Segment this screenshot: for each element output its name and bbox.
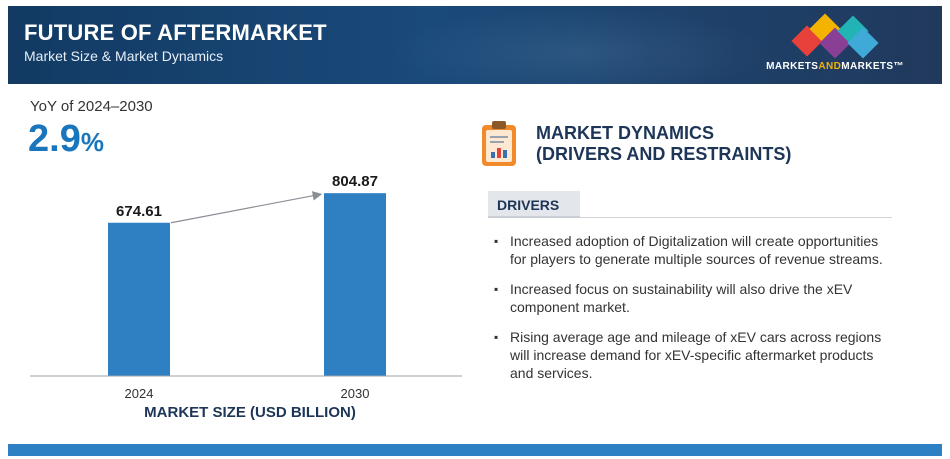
x-axis-label: MARKET SIZE (USD BILLION) [144, 404, 356, 421]
brand-word-and: AND [818, 61, 842, 72]
bar-2030 [324, 193, 386, 376]
header-banner: FUTURE OF AFTERMARKET Market Size & Mark… [8, 6, 942, 84]
data-label-2030: 804.87 [332, 173, 378, 190]
logo-mark-icon [790, 13, 880, 59]
page-title: FUTURE OF AFTERMARKET [24, 20, 327, 45]
list-item: ▪ Rising average age and mileage of xEV c… [492, 328, 892, 382]
brand-word-markets: MARKETS [766, 61, 819, 72]
yoy-label: YoY of 2024–2030 [30, 98, 153, 115]
brand-word-markets-tm: MARKETS™ [841, 61, 904, 72]
bullet-icon: ▪ [494, 330, 499, 344]
tick-label-2030: 2030 [341, 386, 370, 401]
tab-divider [580, 217, 892, 218]
yoy-number: 2.9 [28, 118, 81, 160]
tab-drivers-label: DRIVERS [497, 197, 560, 213]
page-subtitle: Market Size & Market Dynamics [24, 48, 224, 64]
yoy-value: 2.9% [28, 118, 104, 161]
driver-text: Increased adoption of Digitalization wil… [510, 233, 883, 267]
driver-text: Rising average age and mileage of xEV ca… [510, 329, 882, 381]
tab-drivers[interactable]: DRIVERS [488, 191, 580, 218]
drivers-list: ▪ Increased adoption of Digitalization wi… [492, 232, 892, 394]
list-item: ▪ Increased adoption of Digitalization wi… [492, 232, 892, 268]
list-item: ▪ Increased focus on sustainability will … [492, 280, 892, 316]
yoy-unit: % [80, 127, 104, 157]
market-dynamics-title-line1: MARKET DYNAMICS [536, 123, 714, 143]
tick-label-2024: 2024 [125, 386, 154, 401]
bar-2024 [108, 222, 170, 376]
driver-text: Increased focus on sustainability will a… [510, 281, 853, 315]
brand-logo[interactable]: MARKETSANDMARKETS™ [750, 13, 920, 76]
market-dynamics-title-line2: (DRIVERS AND RESTRAINTS) [536, 144, 792, 164]
bullet-icon: ▪ [494, 234, 499, 248]
header-glow [388, 6, 768, 84]
market-size-chart: 674.61 2024 804.87 2030 [30, 173, 462, 401]
data-label-2024: 674.61 [116, 203, 162, 220]
clipboard-chart-icon [482, 121, 516, 166]
brand-wordmark: MARKETSANDMARKETS™ [750, 61, 920, 72]
bullet-icon: ▪ [494, 282, 499, 296]
growth-arrow [170, 191, 323, 224]
footer-bar [8, 444, 942, 456]
market-dynamics-title: MARKET DYNAMICS (DRIVERS AND RESTRAINTS) [536, 123, 791, 165]
